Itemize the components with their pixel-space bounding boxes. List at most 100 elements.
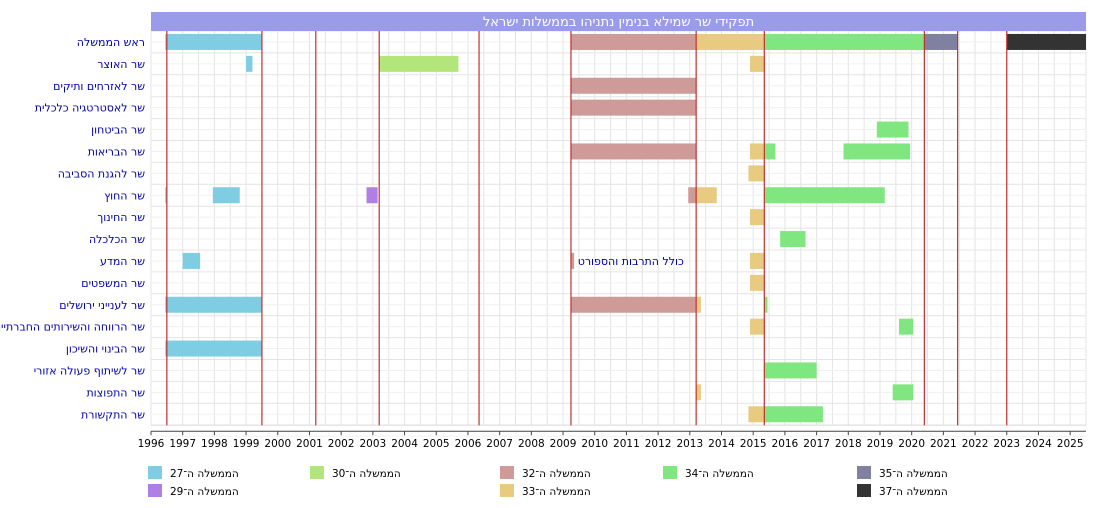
bar-g27 xyxy=(165,33,262,50)
row-label: שר הרווחה והשירותים החברתיים xyxy=(0,321,145,334)
bar-g34 xyxy=(780,231,806,248)
row-label: שר להגנת הסביבה xyxy=(58,167,145,180)
bar-g34 xyxy=(843,143,911,160)
government-change-lines xyxy=(166,31,1008,426)
bar-g32 xyxy=(570,143,697,160)
legend-swatch xyxy=(500,484,514,497)
legend-swatch xyxy=(857,466,871,479)
legend-label: הממשלה ה־30 xyxy=(332,468,401,480)
bar-g34 xyxy=(892,384,914,401)
bar-g34 xyxy=(764,143,776,160)
bar-g35 xyxy=(924,33,958,50)
row-label: שר האוצר xyxy=(97,58,145,71)
x-tick-label: 2004 xyxy=(391,438,418,450)
x-tick-label: 2011 xyxy=(613,438,640,450)
x-tick-label: 2002 xyxy=(328,438,355,450)
x-tick-label: 2000 xyxy=(264,438,291,450)
x-tick-label: 2014 xyxy=(708,438,735,450)
legend-label: הממשלה ה־32 xyxy=(522,468,591,480)
x-tick-label: 2020 xyxy=(898,438,925,450)
bar-g34 xyxy=(899,318,914,335)
legend-label: הממשלה ה־35 xyxy=(879,468,948,480)
x-tick-label: 2022 xyxy=(962,438,989,450)
annotations: כולל התרבות והספורט xyxy=(578,255,684,268)
legend-swatch xyxy=(148,484,162,497)
row-label: שר התקשורת xyxy=(81,408,145,421)
chart-title: תפקידי שר שמילא בנימין נתניהו בממשלות יש… xyxy=(483,15,754,30)
row-label: שר הבריאות xyxy=(88,145,146,158)
legend-swatch xyxy=(500,466,514,479)
bar-g27 xyxy=(165,296,262,313)
bar-g32 xyxy=(570,252,575,269)
bar-g33 xyxy=(750,252,765,269)
bar-g34 xyxy=(764,187,885,204)
bar-g33 xyxy=(696,296,701,313)
bar-g32 xyxy=(570,33,697,50)
row-label: שר הביטחון xyxy=(91,124,145,137)
x-tick-label: 2023 xyxy=(993,438,1020,450)
x-tick-label: 1997 xyxy=(169,438,196,450)
x-tick-label: 2025 xyxy=(1057,438,1084,450)
x-tick-labels: 1996 1997 1998 1999 2000 2001 2002 2003 2004 2005… xyxy=(138,431,1084,450)
legend-label: הממשלה ה־33 xyxy=(522,486,591,498)
bar-g27 xyxy=(182,252,201,269)
x-tick-label: 2021 xyxy=(930,438,957,450)
row-label: ראש הממשלה xyxy=(77,36,145,49)
row-label: שר הכלכלה xyxy=(89,233,145,246)
bar-g34 xyxy=(764,406,823,423)
x-tick-label: 2006 xyxy=(455,438,482,450)
x-tick-label: 2016 xyxy=(772,438,799,450)
bar-g33 xyxy=(696,33,765,50)
legend-label: הממשלה ה־29 xyxy=(170,486,239,498)
annotation-text: כולל התרבות והספורט xyxy=(578,255,684,268)
x-tick-label: 2008 xyxy=(518,438,545,450)
bar-g33 xyxy=(750,55,765,72)
legend-swatch xyxy=(310,466,324,479)
row-label: שר התפוצות xyxy=(86,386,145,399)
row-label: שר לשיתוף פעולה אזורי xyxy=(34,364,145,377)
bar-g33 xyxy=(750,274,765,291)
bar-g27 xyxy=(246,55,253,72)
x-tick-label: 1996 xyxy=(138,438,165,450)
row-label: שר המדע xyxy=(100,255,145,268)
row-label: שר המשפטים xyxy=(81,277,145,290)
bars-layer xyxy=(165,33,1086,423)
bar-g33 xyxy=(748,165,765,182)
bar-g32 xyxy=(570,77,697,94)
row-label: שר הבינוי והשיכון xyxy=(66,343,145,356)
x-tick-label: 2001 xyxy=(296,438,323,450)
legend-label: הממשלה ה־37 xyxy=(879,486,948,498)
bar-g33 xyxy=(750,143,765,160)
x-tick-label: 2009 xyxy=(550,438,577,450)
legend-swatch xyxy=(857,484,871,497)
legend-swatch xyxy=(663,466,677,479)
x-tick-label: 2024 xyxy=(1025,438,1052,450)
title-background xyxy=(151,12,1086,31)
bar-g27 xyxy=(165,340,262,357)
bar-g33 xyxy=(750,318,765,335)
x-tick-label: 2005 xyxy=(423,438,450,450)
bar-g32 xyxy=(570,296,697,313)
bar-g30 xyxy=(379,55,459,72)
x-tick-label: 2019 xyxy=(867,438,894,450)
row-label: שר החינוך xyxy=(97,211,145,224)
row-label: שר לאזרחים ותיקים xyxy=(53,80,145,93)
x-tick-label: 2017 xyxy=(803,438,830,450)
bar-g33 xyxy=(696,187,717,204)
bar-g33 xyxy=(696,384,701,401)
legend: הממשלה ה־27 הממשלה ה־29 הממשלה ה־30 הממשלה … xyxy=(148,466,948,498)
x-tick-label: 2003 xyxy=(359,438,386,450)
x-tick-label: 2018 xyxy=(835,438,862,450)
bar-g29 xyxy=(366,187,378,204)
legend-swatch xyxy=(148,466,162,479)
bar-g37 xyxy=(1006,33,1086,50)
legend-label: הממשלה ה־34 xyxy=(685,468,754,480)
row-labels: ראש הממשלה שר האוצר שר לאזרחים ותיקים שר לא… xyxy=(0,36,145,421)
bar-g34 xyxy=(764,362,817,379)
bar-g34 xyxy=(876,121,909,138)
x-tick-label: 2012 xyxy=(645,438,672,450)
bar-g27 xyxy=(212,187,240,204)
bar-g33 xyxy=(748,406,765,423)
title-bar: תפקידי שר שמילא בנימין נתניהו בממשלות יש… xyxy=(151,12,1086,31)
